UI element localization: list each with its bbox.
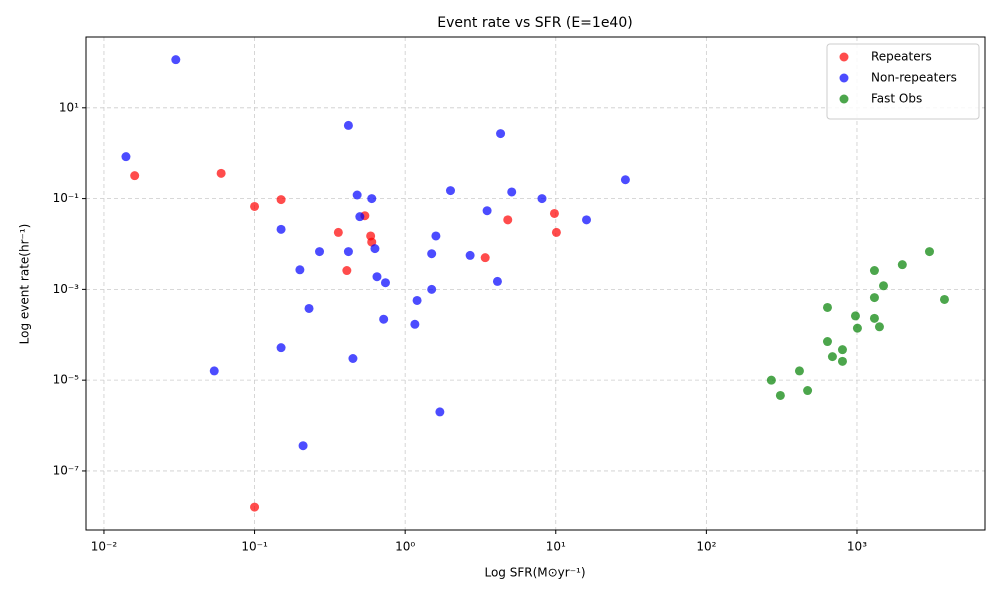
point <box>250 201 260 211</box>
point <box>852 323 862 333</box>
point <box>582 215 592 225</box>
point <box>551 227 561 237</box>
point <box>850 311 860 321</box>
point <box>822 302 832 312</box>
point <box>304 303 314 313</box>
point <box>276 343 286 353</box>
point <box>775 390 785 400</box>
point <box>427 284 437 294</box>
legend-marker <box>839 94 849 104</box>
point <box>465 250 475 260</box>
point <box>507 187 517 197</box>
legend-box <box>826 43 980 120</box>
point <box>121 152 131 162</box>
point <box>348 354 358 364</box>
point <box>549 208 559 218</box>
point <box>343 247 353 257</box>
point <box>480 253 490 263</box>
point <box>874 322 884 332</box>
point <box>355 212 365 222</box>
y-tick-label: 10⁻³ <box>53 282 80 296</box>
point <box>342 266 352 276</box>
point <box>869 313 879 323</box>
point <box>822 337 832 347</box>
point <box>216 168 226 178</box>
y-tick-label: 10⁻⁵ <box>53 373 80 387</box>
point <box>250 502 260 512</box>
x-tick-label: 10³ <box>847 540 867 554</box>
point <box>209 366 219 376</box>
y-tick-label: 10⁻¹ <box>53 191 80 205</box>
point <box>924 247 934 257</box>
legend-label: Fast Obs <box>871 92 922 106</box>
x-tick-label: 10² <box>696 540 716 554</box>
point <box>333 227 343 237</box>
point <box>869 266 879 276</box>
point <box>939 294 949 304</box>
plot-frame <box>85 36 986 531</box>
point <box>276 195 286 205</box>
point <box>315 247 325 257</box>
point <box>343 120 353 130</box>
legend-marker <box>839 73 849 83</box>
y-tick-label: 10⁻⁷ <box>53 463 80 477</box>
point <box>298 441 308 451</box>
point <box>380 278 390 288</box>
point <box>435 407 445 417</box>
point <box>869 293 879 303</box>
point <box>537 194 547 204</box>
chart-title: Event rate vs SFR (E=1e40) <box>437 15 632 31</box>
legend-label: Repeaters <box>871 50 932 64</box>
y-tick-label: 10¹ <box>59 100 79 114</box>
y-axis-label: Log event rate(hr⁻¹) <box>18 224 32 345</box>
x-axis-label: Log SFR(M⊙yr⁻¹) <box>484 566 585 580</box>
point <box>431 231 441 241</box>
x-tick-label: 10⁰ <box>395 540 415 554</box>
x-tick-label: 10⁻² <box>91 540 118 554</box>
point <box>412 295 422 305</box>
x-tick-label: 10⁻¹ <box>241 540 268 554</box>
point <box>372 272 382 282</box>
point <box>766 375 776 385</box>
point <box>295 265 305 275</box>
point <box>276 224 286 234</box>
point <box>827 352 837 362</box>
point <box>427 249 437 259</box>
point <box>837 356 847 366</box>
legend-marker <box>839 52 849 62</box>
point <box>410 319 420 329</box>
point <box>620 175 630 185</box>
point <box>879 281 889 291</box>
point <box>352 190 362 200</box>
point <box>482 206 492 216</box>
point <box>794 366 804 376</box>
point <box>503 215 513 225</box>
point <box>367 194 377 204</box>
point <box>803 386 813 396</box>
point <box>445 186 455 196</box>
point <box>379 314 389 324</box>
legend-label: Non-repeaters <box>871 71 957 85</box>
x-tick-label: 10¹ <box>546 540 566 554</box>
point <box>837 345 847 355</box>
point <box>897 260 907 270</box>
point <box>492 276 502 286</box>
point <box>171 55 181 65</box>
point <box>130 171 140 181</box>
point <box>496 129 506 139</box>
point <box>370 244 380 254</box>
